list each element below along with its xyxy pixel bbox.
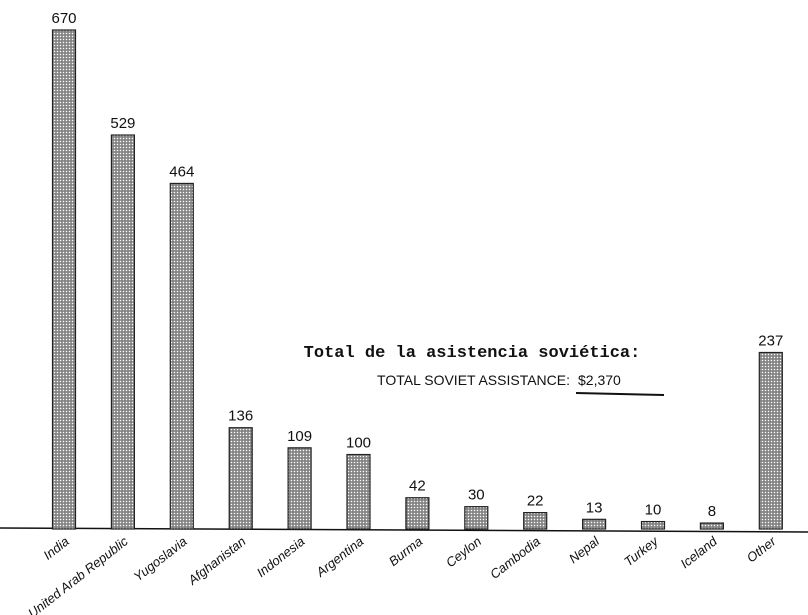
x-tick-label: India: [40, 534, 71, 563]
value-label: 529: [110, 115, 135, 132]
value-label: 13: [586, 499, 603, 516]
x-tick-label: Yugoslavia: [131, 534, 190, 585]
value-label: 109: [287, 428, 312, 445]
x-tick-label: Cambodia: [487, 534, 543, 582]
value-label: 10: [645, 502, 662, 519]
bar: [581, 518, 607, 530]
value-label: 670: [51, 10, 76, 27]
x-tick-label: Indonesia: [254, 534, 308, 581]
bar: [51, 29, 77, 530]
bar: [405, 497, 430, 530]
bar: [228, 427, 253, 530]
bar: [169, 182, 194, 530]
x-tick-label: Nepal: [566, 533, 603, 566]
value-label: 22: [527, 493, 544, 510]
x-tick-label: Other: [744, 533, 779, 565]
value-label: 8: [708, 503, 716, 520]
bar: [758, 351, 783, 530]
bar: [110, 134, 136, 530]
bar: [287, 447, 312, 530]
bar: [464, 506, 489, 530]
bar: [699, 522, 725, 530]
underline: [575, 392, 665, 396]
value-label: 42: [409, 478, 426, 495]
x-tick-label: Turkey: [621, 533, 662, 570]
value-label: 100: [346, 435, 371, 452]
value-label: 30: [468, 487, 485, 504]
x-tick-label: Burma: [386, 534, 425, 569]
x-tick-label: Ceylon: [443, 534, 484, 571]
bar: [346, 453, 371, 530]
x-tick-label: Argentina: [312, 534, 366, 581]
value-label: 464: [169, 163, 194, 180]
value-label: 136: [228, 408, 253, 425]
x-tick-label: Afghanistan: [184, 534, 248, 589]
bar: [640, 520, 666, 530]
annotation: TOTAL SOVIET ASSISTANCE:: [377, 372, 570, 388]
x-tick-label: United Arab Republic: [25, 533, 131, 615]
annotation: $2,370: [578, 372, 621, 388]
x-tick-label: Iceland: [677, 533, 720, 571]
value-label: 237: [758, 332, 783, 349]
annotation: Total de la asistencia soviética:: [304, 344, 641, 363]
bar: [523, 512, 548, 530]
